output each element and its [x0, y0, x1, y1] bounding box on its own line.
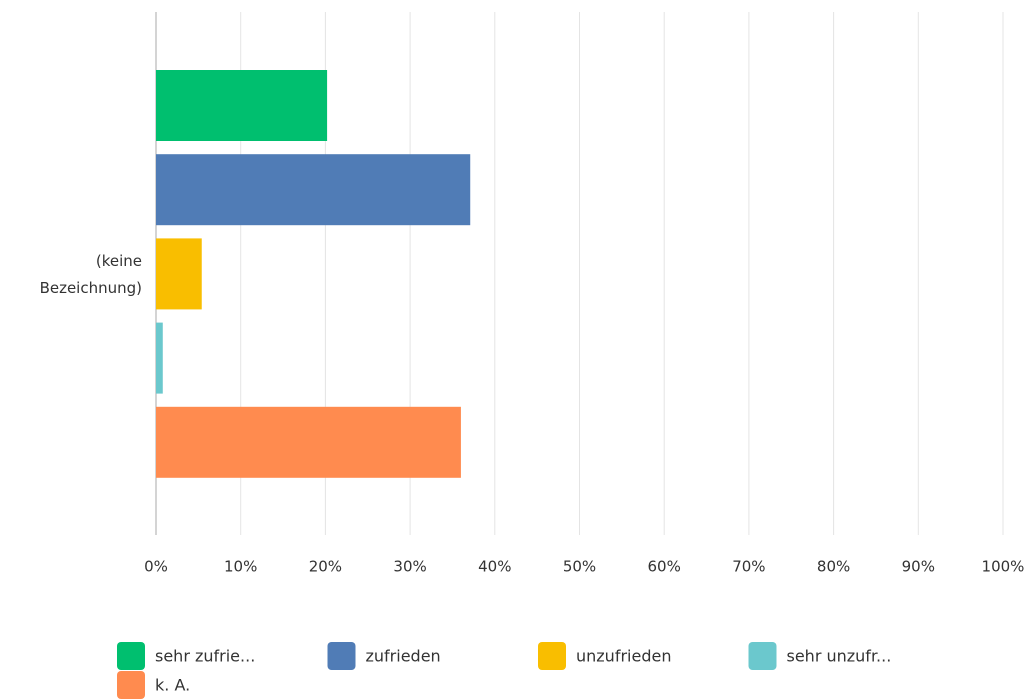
- legend-swatch: [117, 642, 145, 670]
- x-tick-label: 90%: [902, 558, 935, 576]
- x-tick-label: 60%: [648, 558, 681, 576]
- legend-swatch: [748, 642, 777, 670]
- x-tick-label: 20%: [309, 558, 342, 576]
- legend-swatch: [117, 671, 145, 699]
- x-tick-label: 0%: [144, 558, 168, 576]
- legend-swatch: [538, 642, 566, 670]
- x-tick-label: 30%: [393, 558, 426, 576]
- x-tick-label: 40%: [478, 558, 511, 576]
- bar: [156, 70, 328, 141]
- x-tick-label: 70%: [732, 558, 765, 576]
- legend-label: zufrieden: [366, 647, 441, 666]
- x-tick-label: 50%: [563, 558, 596, 576]
- bar: [156, 322, 163, 394]
- category-label: (keine Bezeichnung): [39, 252, 142, 297]
- legend-swatch: [327, 642, 356, 670]
- legend-label: sehr unzufr...: [787, 647, 892, 666]
- legend-label: k. A.: [155, 676, 190, 695]
- legend-label: unzufrieden: [576, 647, 671, 666]
- x-tick-label: 80%: [817, 558, 850, 576]
- bar: [156, 238, 202, 310]
- legend-label: sehr zufrie...: [155, 647, 255, 666]
- x-tick-label: 100%: [982, 558, 1025, 576]
- x-tick-label: 10%: [224, 558, 257, 576]
- bar: [156, 406, 461, 478]
- bar: [156, 154, 471, 226]
